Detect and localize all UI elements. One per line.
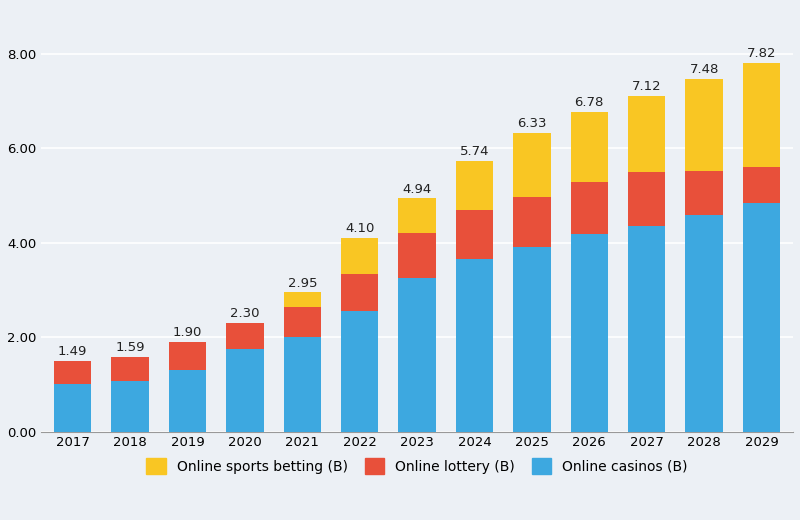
- Bar: [570, 183, 608, 235]
- Bar: [226, 349, 263, 432]
- Bar: [398, 199, 436, 233]
- Bar: [743, 62, 780, 167]
- Bar: [341, 274, 378, 311]
- Text: 1.59: 1.59: [115, 341, 145, 354]
- Bar: [628, 172, 666, 226]
- Bar: [111, 381, 149, 432]
- Bar: [686, 79, 722, 171]
- Text: 2.30: 2.30: [230, 307, 260, 320]
- Bar: [54, 384, 91, 432]
- Bar: [456, 259, 493, 432]
- Bar: [169, 370, 206, 432]
- Bar: [456, 210, 493, 259]
- Bar: [341, 238, 378, 274]
- Bar: [743, 203, 780, 432]
- Bar: [686, 171, 722, 215]
- Text: 1.49: 1.49: [58, 345, 87, 358]
- Text: 4.94: 4.94: [402, 183, 432, 196]
- Bar: [54, 361, 91, 384]
- Bar: [743, 167, 780, 203]
- Bar: [570, 112, 608, 183]
- Text: 5.74: 5.74: [460, 145, 490, 158]
- Text: 6.78: 6.78: [574, 96, 604, 109]
- Bar: [398, 233, 436, 278]
- Text: 7.82: 7.82: [746, 47, 776, 60]
- Legend: Online sports betting (B), Online lottery (B), Online casinos (B): Online sports betting (B), Online lotter…: [141, 452, 694, 480]
- Bar: [570, 235, 608, 432]
- Bar: [284, 337, 321, 432]
- Bar: [284, 292, 321, 306]
- Bar: [628, 226, 666, 432]
- Bar: [514, 133, 550, 197]
- Bar: [341, 311, 378, 432]
- Text: 2.95: 2.95: [287, 277, 317, 290]
- Bar: [514, 197, 550, 246]
- Bar: [111, 357, 149, 381]
- Bar: [686, 215, 722, 432]
- Bar: [284, 306, 321, 337]
- Bar: [628, 96, 666, 172]
- Bar: [398, 278, 436, 432]
- Text: 1.90: 1.90: [173, 326, 202, 339]
- Text: 7.12: 7.12: [632, 80, 662, 93]
- Text: 6.33: 6.33: [517, 117, 546, 130]
- Text: 7.48: 7.48: [690, 63, 718, 76]
- Bar: [514, 246, 550, 432]
- Bar: [169, 342, 206, 370]
- Text: 4.10: 4.10: [345, 222, 374, 235]
- Bar: [456, 161, 493, 210]
- Bar: [226, 323, 263, 349]
